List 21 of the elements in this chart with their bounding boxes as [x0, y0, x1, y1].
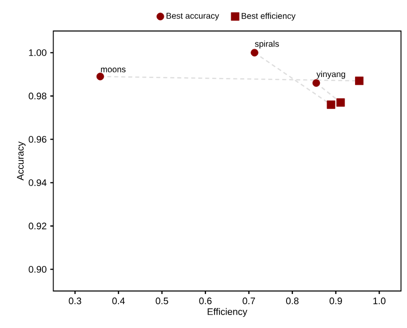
- x-tick-label: 0.3: [68, 298, 82, 304]
- x-tick-label: 0.8: [286, 298, 299, 304]
- x-tick-label: 0.6: [199, 298, 212, 304]
- x-tick-label: 0.4: [112, 298, 125, 304]
- annotation: moons: [101, 68, 126, 72]
- legend-label: Best accuracy: [166, 12, 220, 20]
- annotation: yinyang: [316, 70, 346, 79]
- y-tick-label: 0.96: [28, 136, 46, 143]
- x-axis-title: Efficiency: [208, 308, 248, 317]
- y-tick-label: 0.90: [28, 266, 46, 273]
- legend-label: Best efficiency: [242, 12, 296, 21]
- x-tick-label: 0.5: [156, 298, 168, 304]
- x-tick-label: 1.0: [373, 298, 386, 304]
- x-tick-label: 0.9: [330, 298, 342, 304]
- y-tick-label: 0.92: [28, 222, 46, 230]
- y-axis-title: Accuracy: [17, 142, 26, 180]
- x-tick-label: 0.7: [242, 298, 255, 304]
- annotation: spirals: [254, 40, 279, 48]
- y-tick-label: 1.00: [29, 49, 46, 56]
- y-tick-label: 0.98: [28, 92, 46, 100]
- y-tick-label: 0.94: [28, 179, 46, 186]
